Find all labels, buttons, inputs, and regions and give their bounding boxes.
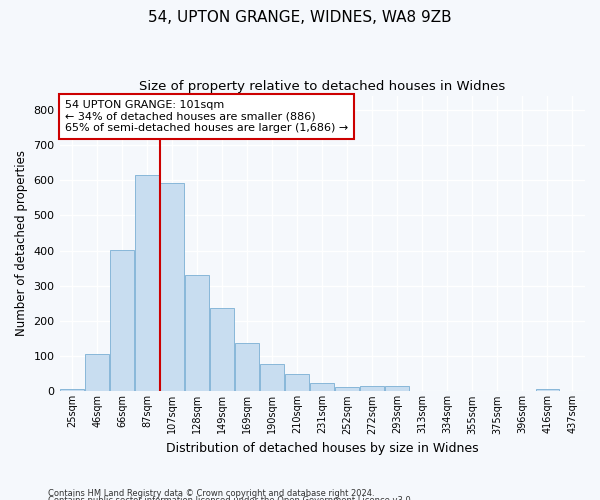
Y-axis label: Number of detached properties: Number of detached properties	[15, 150, 28, 336]
Title: Size of property relative to detached houses in Widnes: Size of property relative to detached ho…	[139, 80, 505, 93]
Bar	[260, 364, 284, 392]
Bar	[361, 386, 384, 392]
Bar	[235, 344, 259, 392]
Bar	[160, 183, 184, 392]
Bar	[335, 387, 359, 392]
Text: Contains HM Land Registry data © Crown copyright and database right 2024.: Contains HM Land Registry data © Crown c…	[48, 488, 374, 498]
Bar	[60, 389, 84, 392]
Bar	[385, 386, 409, 392]
Bar	[185, 275, 209, 392]
Text: Contains public sector information licensed under the Open Government Licence v3: Contains public sector information licen…	[48, 496, 413, 500]
Bar	[110, 250, 134, 392]
X-axis label: Distribution of detached houses by size in Widnes: Distribution of detached houses by size …	[166, 442, 479, 455]
Text: 54, UPTON GRANGE, WIDNES, WA8 9ZB: 54, UPTON GRANGE, WIDNES, WA8 9ZB	[148, 10, 452, 25]
Text: 54 UPTON GRANGE: 101sqm
← 34% of detached houses are smaller (886)
65% of semi-d: 54 UPTON GRANGE: 101sqm ← 34% of detache…	[65, 100, 348, 133]
Bar	[310, 382, 334, 392]
Bar	[536, 389, 559, 392]
Bar	[410, 390, 434, 392]
Bar	[210, 308, 234, 392]
Bar	[135, 175, 159, 392]
Bar	[286, 374, 309, 392]
Bar	[85, 354, 109, 392]
